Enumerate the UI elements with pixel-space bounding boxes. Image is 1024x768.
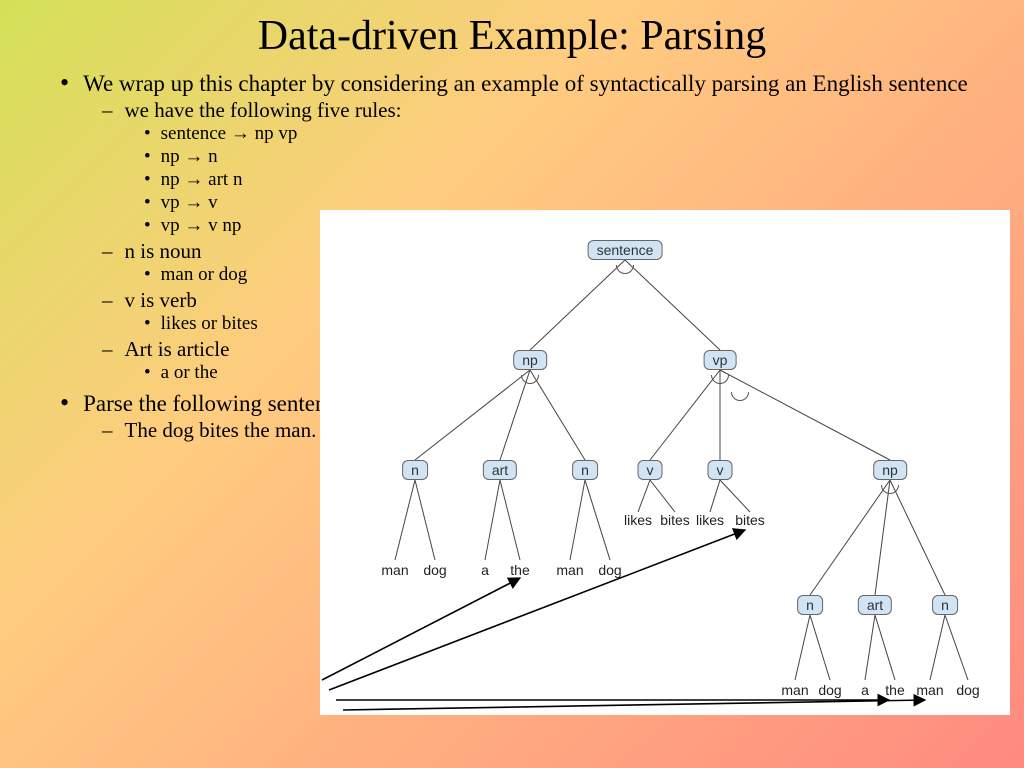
bullet-text: v is verb — [125, 288, 197, 312]
tree-leaf: man — [381, 562, 408, 578]
tree-arc-icon — [881, 485, 899, 494]
tree-node: v — [638, 460, 663, 480]
bullet-text: Parse the following sentence: — [83, 391, 353, 416]
tree-node: art — [483, 460, 517, 480]
tree-leaf: dog — [956, 682, 979, 698]
arrow-icon: → — [184, 146, 203, 167]
tree-leaf: the — [885, 682, 904, 698]
tree-node: n — [797, 595, 823, 615]
tree-leaf: bites — [735, 512, 765, 528]
tree-node: sentence — [588, 240, 663, 260]
bullet-text: We wrap up this chapter by considering a… — [83, 71, 968, 96]
tree-node: np — [873, 460, 907, 480]
tree-leaf: bites — [660, 512, 690, 528]
tree-arc-icon — [616, 265, 634, 274]
arrow-icon: → — [231, 123, 250, 144]
bullet-text: Art is article — [125, 337, 230, 361]
tree-leaf: likes — [696, 512, 724, 528]
tree-node: art — [858, 595, 892, 615]
arrow-icon: → — [184, 169, 203, 190]
tree-leaf: dog — [423, 562, 446, 578]
bullet-text: The dog bites the man. — [125, 418, 317, 442]
rule: np → art n — [144, 169, 984, 191]
tree-arc-icon — [521, 375, 539, 384]
tree-arc-icon — [731, 392, 749, 401]
tree-leaf: man — [916, 682, 943, 698]
tree-leaf: a — [481, 562, 489, 578]
tree-leaf: likes — [624, 512, 652, 528]
bullet-text: n is noun — [125, 239, 202, 263]
tree-node: vp — [704, 350, 737, 370]
tree-leaf: the — [510, 562, 529, 578]
tree-leaf: a — [861, 682, 869, 698]
tree-node: n — [572, 460, 598, 480]
tree-leaf: dog — [598, 562, 621, 578]
page-title: Data-driven Example: Parsing — [0, 0, 1024, 60]
tree-leaf: man — [781, 682, 808, 698]
tree-arc-icon — [711, 375, 729, 384]
arrow-icon: → — [184, 192, 203, 213]
bullet-text: we have the following five rules: — [125, 98, 402, 122]
parse-tree-diagram: sentencenpvpnartnvvnpnartnmandogathemand… — [320, 210, 1010, 715]
tree-node: n — [402, 460, 428, 480]
tree-node: np — [513, 350, 547, 370]
rule: np → n — [144, 146, 984, 168]
tree-leaf: man — [556, 562, 583, 578]
tree-node: v — [708, 460, 733, 480]
rule: sentence → np vp — [144, 123, 984, 145]
tree-node: n — [932, 595, 958, 615]
arrow-icon: → — [184, 215, 203, 236]
tree-leaf: dog — [818, 682, 841, 698]
